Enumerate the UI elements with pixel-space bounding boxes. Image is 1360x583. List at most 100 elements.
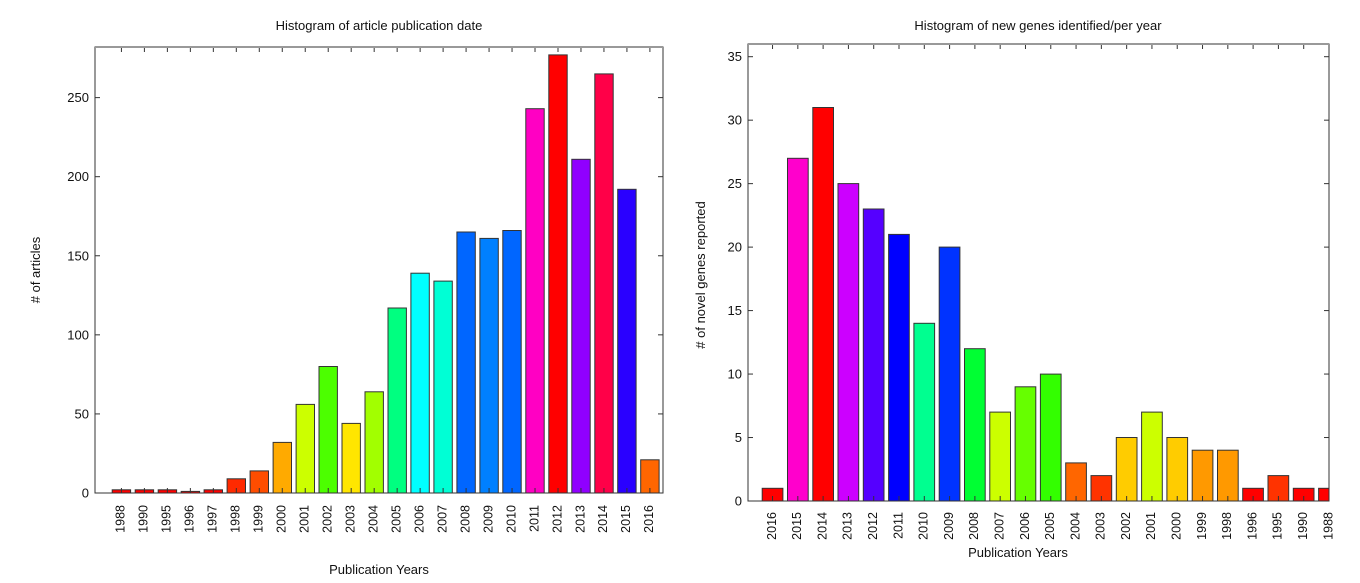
bar-1998: [1217, 449, 1239, 501]
x-tick-label: 1998: [229, 505, 243, 533]
x-tick-label: 1996: [183, 505, 197, 533]
y-tick-label: 30: [728, 113, 742, 128]
x-ticks: 1988 1990 1995 1996 1997 1998 1999 2000 2001 2002…: [114, 47, 656, 533]
bar-2000: [272, 441, 293, 493]
bar-2014: [594, 73, 614, 493]
bar-2001: [295, 403, 316, 493]
x-tick-label: 1988: [1321, 512, 1335, 540]
bar-2010: [502, 230, 522, 493]
x-tick-label: 2003: [343, 505, 357, 533]
x-tick-label: 2005: [389, 505, 403, 533]
x-tick-label: 1990: [137, 505, 151, 533]
x-tick-label: 2013: [841, 512, 855, 540]
x-tick-label: 2009: [481, 505, 495, 533]
x-axis-label: Publication Years: [329, 562, 429, 577]
axes-frame: [747, 43, 1330, 502]
y-tick-label: 200: [67, 169, 89, 184]
bar-2003: [1090, 475, 1113, 501]
chart-title: Histogram of new genes identified/per ye…: [914, 18, 1162, 33]
x-tick-label: 2007: [992, 512, 1006, 540]
x-axis-label: Publication Years: [968, 545, 1068, 560]
x-tick-label: 2003: [1094, 512, 1108, 540]
y-ticks: 0 50 100 150 200 250: [67, 90, 663, 501]
x-tick-label: 2011: [891, 512, 905, 539]
chart-title: Histogram of article publication date: [276, 18, 483, 33]
bar-2009: [938, 246, 961, 501]
y-tick-label: 0: [735, 494, 742, 509]
bars: [111, 54, 660, 493]
x-tick-label: 1990: [1296, 512, 1310, 540]
bar-2009: [479, 237, 499, 493]
x-tick-label: 2009: [942, 512, 956, 540]
bar-2010: [913, 322, 936, 501]
bar-2011: [525, 108, 545, 493]
x-tick-label: 2006: [412, 505, 426, 533]
y-tick-label: 25: [728, 176, 742, 191]
x-tick-label: 2016: [765, 512, 779, 540]
bar-2006: [410, 272, 430, 493]
x-tick-label: 2011: [527, 505, 541, 532]
x-tick-label: 1995: [160, 505, 174, 533]
x-tick-label: 2006: [1018, 512, 1032, 540]
x-tick-label: 2012: [550, 505, 564, 533]
y-tick-label: 50: [75, 406, 89, 421]
bar-2000: [1166, 437, 1189, 501]
y-tick-label: 20: [728, 240, 742, 255]
bar-2014: [812, 107, 834, 501]
bar-2007: [989, 411, 1011, 501]
bar-2006: [1014, 386, 1037, 501]
x-tick-label: 1999: [252, 505, 266, 533]
x-tick-label: 2000: [1169, 512, 1183, 540]
bar-2004: [364, 391, 384, 493]
y-ticks: 0 5 10 15 20 25 30 35: [728, 49, 1329, 509]
x-tick-label: 2010: [504, 505, 518, 533]
x-tick-label: 2002: [1119, 512, 1133, 540]
x-tick-label: 1999: [1195, 512, 1209, 540]
bar-2004: [1065, 462, 1087, 501]
x-tick-label: 2016: [642, 505, 656, 533]
x-tick-label: 2001: [297, 505, 311, 533]
bar-2013: [837, 183, 860, 501]
bar-2015: [787, 157, 809, 501]
bar-2001: [1141, 411, 1163, 501]
x-tick-label: 2008: [458, 505, 472, 533]
y-tick-label: 10: [728, 367, 742, 382]
genes-histogram: Histogram of new genes identified/per ye…: [693, 18, 1335, 560]
x-tick-label: 2015: [619, 505, 633, 533]
bar-2011: [888, 233, 910, 501]
x-tick-label: 1998: [1220, 512, 1234, 540]
bar-2008: [964, 348, 986, 501]
x-tick-label: 2010: [917, 512, 931, 540]
x-tick-label: 2012: [866, 512, 880, 540]
bar-2005: [387, 307, 407, 493]
x-tick-label: 2005: [1043, 512, 1057, 540]
x-tick-label: 2014: [596, 505, 610, 533]
bar-2002: [1115, 437, 1138, 501]
x-tick-label: 2000: [275, 505, 289, 533]
bar-2013: [571, 158, 591, 493]
x-tick-label: 2013: [573, 505, 587, 533]
y-tick-label: 100: [67, 327, 89, 342]
bar-2012: [548, 54, 568, 493]
bars: [761, 107, 1329, 501]
x-tick-label: 1995: [1271, 512, 1285, 540]
bar-2002: [318, 366, 338, 493]
axes-frame: [94, 46, 664, 494]
plot-frame: [747, 43, 1330, 502]
bar-1999: [1191, 449, 1214, 501]
bar-2003: [341, 422, 361, 493]
x-tick-label: 1997: [206, 505, 220, 533]
bar-2005: [1039, 373, 1062, 501]
y-tick-label: 250: [67, 90, 89, 105]
x-tick-label: 2014: [815, 512, 829, 540]
x-tick-label: 2004: [366, 505, 380, 533]
bar-2007: [433, 280, 453, 493]
y-axis-label: # of novel genes reported: [693, 201, 708, 348]
x-tick-label: 2002: [320, 505, 334, 533]
y-tick-label: 15: [728, 303, 742, 318]
bar-2008: [456, 231, 476, 493]
x-tick-label: 2015: [790, 512, 804, 540]
article-histogram: Histogram of article publication date Pu…: [28, 18, 664, 577]
bar-2015: [617, 188, 637, 493]
